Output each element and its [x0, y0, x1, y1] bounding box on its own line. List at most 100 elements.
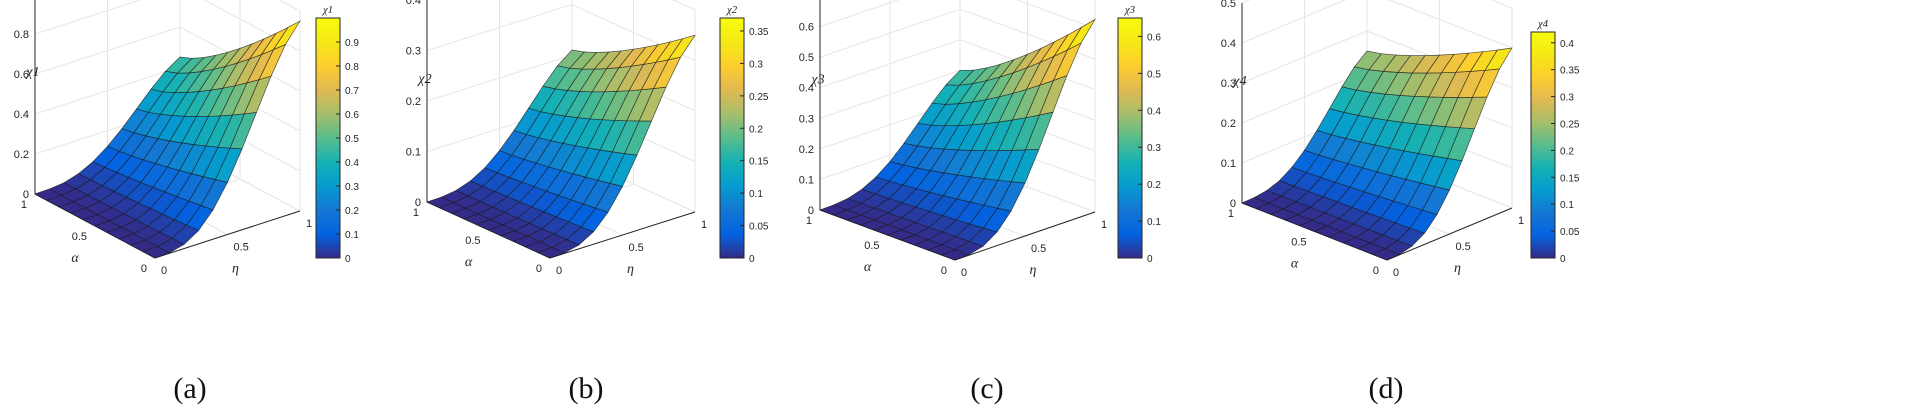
alpha-tick-label: 0.5: [864, 240, 879, 252]
colorbar-tick-label: 0.8: [345, 62, 359, 73]
colorbar-tick-label: 0.1: [749, 189, 763, 200]
colorbar-tick-label: 0.2: [1147, 180, 1161, 191]
z-tick-label: 0.7: [799, 0, 814, 3]
surface-plot-d: 0 0.1 0.2 0.3 0.4 0.5 0 0.5 1 0 0.5 1 α η χ4 χ4 0 0.05 0.1…: [1212, 0, 1688, 416]
colorbar-tick-label: 0.1: [1147, 217, 1161, 228]
z-axis-label: χ4: [1231, 74, 1246, 89]
colorbar-title: χ1: [322, 4, 333, 16]
surface-patch: [1066, 18, 1096, 51]
grid-line-z: [1241, 0, 1513, 9]
colorbar-tick-label: 0.25: [1560, 119, 1580, 130]
eta-tick-label: 1: [1518, 215, 1524, 227]
surface-patch: [667, 34, 696, 61]
eta-tick-label: 0.5: [629, 242, 644, 254]
z-tick-label: 0.2: [406, 96, 421, 108]
caption-a: (a): [173, 372, 207, 405]
surface-plot-b: 0 0.1 0.2 0.3 0.4 0 0.5 1 0 0.5 1 α η χ2 χ2 0 0.05 0.1 0.1…: [400, 0, 876, 416]
colorbar-tick-label: 0.05: [749, 222, 769, 233]
colorbar-tick-label: 0.4: [345, 158, 359, 169]
z-tick-label: 0.3: [406, 46, 421, 58]
z-tick-label: 0.1: [799, 174, 814, 186]
z-tick-label: 0.5: [1221, 0, 1236, 10]
z-tick-label: 0.4: [14, 109, 29, 121]
colorbar: [1530, 31, 1556, 259]
z-tick-label: 0.4: [1221, 38, 1236, 50]
colorbar-tick-label: 0.6: [1147, 32, 1161, 43]
colorbar-tick-label: 0.7: [345, 86, 359, 97]
colorbar-tick-label: 0.3: [1560, 93, 1574, 104]
colorbar-tick-label: 0.15: [1560, 173, 1580, 184]
z-tick-label: 0.2: [799, 144, 814, 156]
grid-line-z: [1241, 0, 1513, 49]
eta-tick-label: 1: [701, 219, 707, 231]
alpha-tick-label: 1: [806, 215, 812, 227]
colorbar-tick-label: 0.4: [1560, 39, 1574, 50]
colorbar-tick-label: 0.35: [749, 27, 769, 38]
colorbar-tick-label: 0.4: [1147, 106, 1161, 117]
z-axis-label: χ1: [24, 65, 39, 80]
alpha-axis-label: α: [71, 251, 79, 266]
z-tick-label: 0.1: [406, 147, 421, 159]
alpha-tick-label: 0: [536, 263, 542, 275]
z-tick-label: 0.8: [14, 29, 29, 41]
alpha-tick-label: 1: [21, 199, 27, 211]
colorbar-tick-label: 0.6: [345, 110, 359, 121]
alpha-tick-label: 0.5: [1291, 237, 1306, 249]
grid-line-z: [278, 0, 301, 12]
alpha-tick-label: 0: [141, 263, 147, 275]
colorbar-title: χ2: [726, 4, 738, 16]
colorbar: [1117, 17, 1143, 259]
eta-axis-line: [549, 211, 696, 259]
surface-plot-a: 00.20.40.60.8100.5100.51αηχ1χ100.10.20.3…: [0, 0, 476, 416]
colorbar-tick-label: 0.2: [749, 124, 763, 135]
eta-axis-label: η: [1030, 263, 1037, 278]
eta-axis-line: [954, 211, 1096, 261]
alpha-tick-label: 0: [941, 265, 947, 277]
z-tick-label: 0: [415, 197, 421, 209]
colorbar-tick-label: 0.5: [1147, 69, 1161, 80]
colorbar-tick-label: 0: [1147, 254, 1153, 265]
colorbar-tick-label: 0.2: [1560, 146, 1574, 157]
grid-line-z: [819, 0, 1096, 30]
z-tick-label: 0: [23, 189, 29, 201]
colorbar-tick-label: 0.25: [749, 92, 769, 103]
surface-patch: [272, 20, 301, 51]
colorbar-tick-label: 0.1: [1560, 200, 1574, 211]
alpha-axis-label: α: [1291, 257, 1299, 272]
alpha-axis-label: α: [864, 260, 872, 275]
z-axis-label: χ3: [809, 72, 824, 87]
z-tick-label: 0.3: [799, 113, 814, 125]
z-tick-label: 0.5: [799, 52, 814, 64]
surface-patch: [1484, 47, 1513, 71]
colorbar-tick-label: 0: [1560, 254, 1566, 265]
z-tick-label: 0.6: [799, 22, 814, 34]
colorbar-tick-label: 0.3: [749, 59, 763, 70]
colorbar-tick-label: 0.1: [345, 230, 359, 241]
colorbar-tick-label: 0.15: [749, 157, 769, 168]
eta-tick-label: 1: [1101, 219, 1107, 231]
alpha-tick-label: 0: [1373, 265, 1379, 277]
z-tick-label: 0.6: [14, 69, 29, 81]
z-tick-label: 0: [808, 205, 814, 217]
z-tick-label: 0.1: [1221, 158, 1236, 170]
eta-tick-label: 0: [161, 265, 167, 277]
eta-axis-label: η: [627, 262, 634, 277]
colorbar-tick-label: 0.3: [345, 182, 359, 193]
z-tick-label: 0.2: [1221, 118, 1236, 130]
colorbar-tick-label: 0.9: [345, 38, 359, 49]
caption-b: (b): [568, 372, 604, 405]
colorbar-tick-label: 0.35: [1560, 66, 1580, 77]
eta-axis-line: [1386, 207, 1513, 261]
eta-tick-label: 0.5: [1031, 243, 1046, 255]
grid-line-z: [34, 0, 301, 52]
colorbar-tick-label: 0.3: [1147, 143, 1161, 154]
eta-tick-label: 0.5: [234, 242, 249, 254]
eta-tick-label: 0: [961, 267, 967, 279]
surface-plot-a-svg: 00.20.40.60.8100.5100.51αηχ1χ100.10.20.3…: [14, 0, 359, 277]
eta-tick-label: 1: [306, 218, 312, 230]
alpha-tick-label: 0.5: [465, 235, 480, 247]
surface-plot-c: 00.10.20.30.40.50.60.700.5100.51αηχ3χ300…: [799, 0, 1276, 416]
colorbar-tick-label: 0.5: [345, 134, 359, 145]
